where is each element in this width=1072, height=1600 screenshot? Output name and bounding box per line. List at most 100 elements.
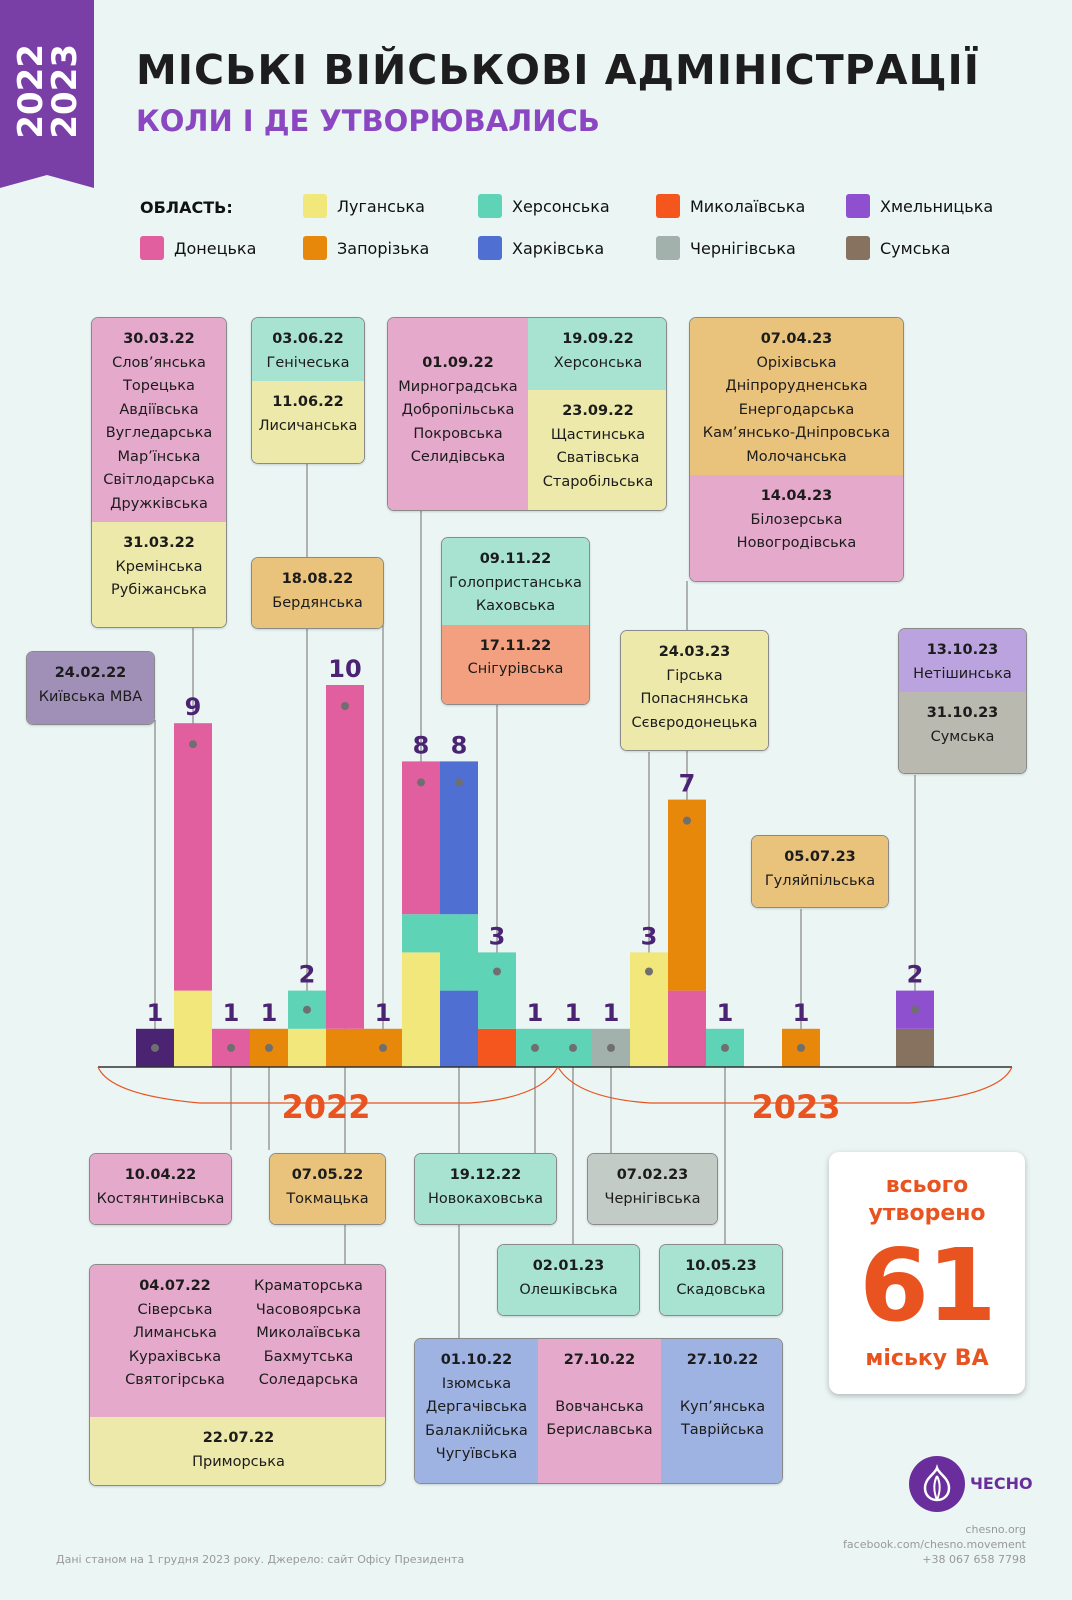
callout-03-06-22: 03.06.22 Генічеська 11.06.22 Лисичанська xyxy=(251,317,365,464)
connector-dot xyxy=(379,1043,387,1052)
logo-text: ЧЕСНО xyxy=(970,1474,1033,1493)
period-label-2022: 2022 xyxy=(281,1088,370,1126)
callout-name: Миколаївська xyxy=(256,1325,361,1341)
legend-label: Херсонська xyxy=(512,196,610,216)
bar-total-label: 8 xyxy=(451,731,468,759)
chesno-logo[interactable] xyxy=(909,1456,965,1512)
c18-names-a: Ізюмська Дергачівська Балаклійська Чугуївсь… xyxy=(415,1373,538,1467)
callout-10-23: 13.10.23 Нетішинська 31.10.23 Сумська xyxy=(898,628,1027,774)
bar-total-label: 2 xyxy=(299,961,316,989)
callout-section: 13.10.23 Нетішинська xyxy=(899,629,1026,692)
callout-name: Рубіжанська xyxy=(111,582,207,598)
callout-name: Вугледарська xyxy=(105,425,213,441)
callout-name: Нетішинська xyxy=(913,665,1012,682)
bar-segment-khark xyxy=(440,761,478,915)
c3-names-a: Мирноградська Добропільська Покровська Сели… xyxy=(388,376,528,470)
callout-name: Токмацька xyxy=(286,1190,369,1207)
legend-item: Чернігівська xyxy=(656,236,796,260)
callout-section: 11.06.22 Лисичанська xyxy=(252,381,364,463)
callout-10-22: 01.10.22 Ізюмська Дергачівська Балаклійськ… xyxy=(414,1338,783,1484)
callout-section: 05.07.23 Гуляйпільська xyxy=(752,836,888,907)
legend-label: Сумська xyxy=(880,238,951,258)
page-subtitle: КОЛИ І ДЕ УТВОРЮВАЛИСЬ xyxy=(136,104,600,138)
callout-date: 07.04.23 xyxy=(760,331,833,347)
callout-section: 31.03.22 Кремінська Рубіжанська xyxy=(92,522,226,627)
footer-site[interactable]: chesno.org xyxy=(965,1523,1026,1536)
footer-facebook[interactable]: facebook.com/chesno.movement xyxy=(843,1538,1026,1551)
callout-section: 07.02.23 Чернігівська xyxy=(588,1154,717,1224)
callout-name: Куп’янська xyxy=(679,1398,766,1415)
connector-dot xyxy=(265,1043,273,1052)
bar-segment-don xyxy=(174,723,212,991)
legend-item: Запорізька xyxy=(303,236,429,260)
callout-name: Курахівська xyxy=(128,1348,222,1365)
bar-total-label: 2 xyxy=(907,961,924,989)
bar-segment-khers xyxy=(402,914,440,953)
callout-date: 11.06.22 xyxy=(272,394,344,410)
callout-name: Мар’їнська xyxy=(117,448,201,465)
callout-name: Святогірська xyxy=(125,1372,225,1388)
callout-name: Голопристанська xyxy=(449,574,582,591)
callout-name: Херсонська xyxy=(553,354,643,371)
garlic-icon xyxy=(923,1464,951,1502)
callout-date: 03.06.22 xyxy=(272,331,344,347)
connector-dot xyxy=(417,778,425,787)
callout-date: 02.01.23 xyxy=(532,1258,605,1274)
page-title: МІСЬКІ ВІЙСЬКОВІ АДМІНІСТРАЦІЇ xyxy=(136,46,980,94)
legend-item: Хмельницька xyxy=(846,194,993,218)
footer-phone: +38 067 658 7798 xyxy=(922,1553,1026,1566)
total-line3: міську ВА xyxy=(865,1346,989,1371)
bar-total-label: 1 xyxy=(375,999,392,1027)
callout-11-22: 09.11.22 Голопристанська Каховська 17.11.22… xyxy=(441,537,590,705)
connector-dot xyxy=(531,1043,539,1052)
callout-10-05-23: 10.05.23 Скадовська xyxy=(659,1244,783,1316)
connector-dot xyxy=(493,967,501,976)
callout-name: Ізюмська xyxy=(441,1375,512,1392)
legend-swatch xyxy=(656,194,680,218)
legend-label: Хмельницька xyxy=(880,196,994,216)
c17-names-a2: Краматорська Часовоярська Миколаївська Бахм… xyxy=(230,1275,385,1393)
callout-name: Снігурівська xyxy=(467,661,564,677)
callout-name: Світлодарська xyxy=(103,472,215,488)
callout-name: Кремінська xyxy=(115,558,203,575)
callout-section: 18.08.22 Бердянська xyxy=(252,558,383,628)
total-card: всього утворено 61 міську ВА xyxy=(829,1152,1025,1394)
callout-name: Щастинська xyxy=(550,426,646,443)
callout-section: 31.10.23 Сумська xyxy=(899,692,1026,773)
c3-names-c: Щастинська Сватівська Старобільська xyxy=(528,424,666,495)
callout-date: 31.10.23 xyxy=(926,705,999,721)
callout-24-03-23: 24.03.23 Гірська Попаснянська Сєвєродонецьк… xyxy=(620,630,769,751)
connector-dot xyxy=(151,1043,159,1052)
callout-name: Каховська xyxy=(475,598,556,614)
callout-name: Балаклійська xyxy=(425,1422,528,1439)
callout-05-07-23: 05.07.23 Гуляйпільська xyxy=(751,835,889,908)
callout-section: 19.12.22 Новокаховська xyxy=(415,1154,556,1224)
callout-name: Попаснянська xyxy=(640,691,749,707)
callout-date: 13.10.23 xyxy=(926,642,999,658)
total-line2: утворено xyxy=(868,1201,986,1226)
callout-name: Соледарська xyxy=(258,1372,359,1388)
connector-dot xyxy=(303,1005,311,1014)
callout-name: Краматорська xyxy=(254,1278,363,1294)
legend-item: Сумська xyxy=(846,236,950,260)
connector-dot xyxy=(341,702,349,711)
bar-total-label: 8 xyxy=(413,731,430,759)
callout-name: Костянтинівська xyxy=(96,1190,225,1207)
bar-segment-don xyxy=(326,685,364,1029)
c18-date-b: 27.10.22 xyxy=(563,1352,636,1368)
callout-name: Приморська xyxy=(192,1453,285,1470)
bar-segment-khers xyxy=(440,914,478,991)
callout-04-23: 07.04.23 Оріхівська Дніпрорудненська Енерго… xyxy=(689,317,904,582)
callout-section: 07.04.23 Оріхівська Дніпрорудненська Енерго… xyxy=(690,318,903,475)
legend-item: Луганська xyxy=(303,194,425,218)
callout-name: Олешківська xyxy=(519,1281,618,1298)
connector-dot xyxy=(797,1043,805,1052)
callout-section: 17.11.22 Снігурівська xyxy=(442,624,589,704)
callout-02-01-23: 02.01.23 Олешківська xyxy=(497,1244,640,1316)
bar-total-label: 3 xyxy=(641,922,658,950)
legend-item: Донецька xyxy=(140,236,256,260)
connector-dot xyxy=(189,740,197,749)
callout-name: Скадовська xyxy=(676,1281,766,1298)
c18-names-c: Куп’янська Таврійська xyxy=(661,1396,782,1443)
